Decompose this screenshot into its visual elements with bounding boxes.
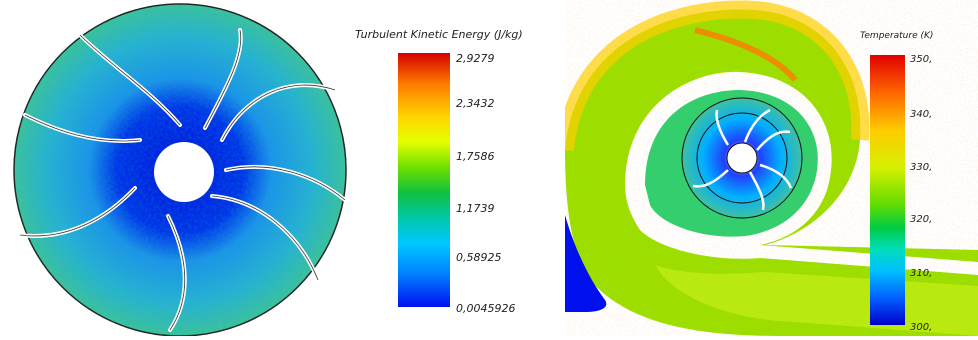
temperature-colorbar: Temperature (K) 350, 340, 330, 320, 310,… [860,31,933,333]
impeller-tke-panel: Turbulent Kinetic Energy (J/kg) 2,9279 2… [13,3,523,337]
temperature-colorbar-label: 310, [910,268,932,279]
temperature-colorbar-label: 320, [910,214,932,225]
inlet-cold-region [565,215,607,312]
temperature-colorbar-label: 350, [910,54,932,65]
volute-temperature-panel: Temperature (K) 350, 340, 330, 320, 310,… [556,0,978,336]
tke-colorbar-label: 0,58925 [456,251,502,264]
temperature-colorbar-title: Temperature (K) [860,31,933,41]
tke-colorbar-title: Turbulent Kinetic Energy (J/kg) [355,28,523,41]
temperature-colorbar-label: 300, [910,322,932,333]
temperature-colorbar-label: 330, [910,162,932,173]
tke-colorbar-gradient [398,53,450,307]
impeller-hub-hole [154,142,214,202]
tke-colorbar-label: 2,9279 [456,52,495,65]
rotor-hub-hole [726,142,758,174]
tke-colorbar-label: 0,0045926 [456,302,516,315]
tke-colorbar-label: 2,3432 [456,97,495,110]
temperature-colorbar-label: 340, [910,109,932,120]
impeller-contour [13,3,347,337]
temperature-colorbar-gradient [870,55,905,325]
tke-colorbar-label: 1,1739 [456,202,495,215]
tke-colorbar: Turbulent Kinetic Energy (J/kg) 2,9279 2… [355,28,523,315]
tke-colorbar-label: 1,7586 [456,150,495,163]
